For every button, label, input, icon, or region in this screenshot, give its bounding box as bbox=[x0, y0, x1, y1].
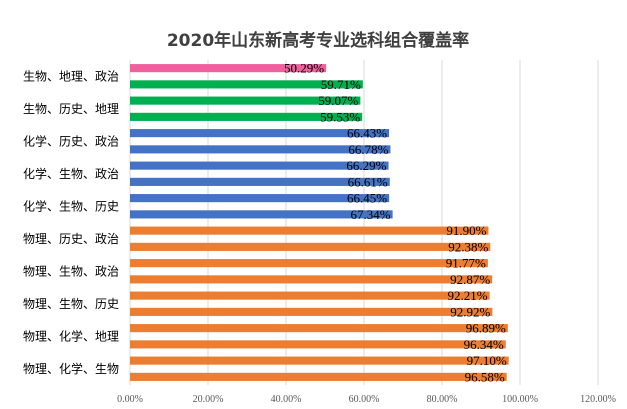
data-label: 92.92% bbox=[450, 304, 490, 319]
x-tick-label: 80.00% bbox=[427, 394, 458, 405]
category-label: 化学、生物、历史 bbox=[23, 198, 119, 213]
category-label: 物理、历史、政治 bbox=[23, 232, 119, 246]
data-label: 96.89% bbox=[466, 321, 506, 336]
x-tick-label: 40.00% bbox=[271, 394, 302, 405]
x-tick-label: 60.00% bbox=[349, 394, 380, 405]
category-label: 物理、生物、历史 bbox=[23, 297, 119, 311]
data-label: 91.77% bbox=[446, 256, 486, 271]
bar bbox=[130, 96, 361, 105]
category-label: 物理、化学、生物 bbox=[23, 361, 119, 376]
category-label: 生物、地理、政治 bbox=[23, 69, 119, 83]
bar bbox=[130, 80, 363, 89]
x-tick-label: 120.00% bbox=[580, 394, 616, 405]
bars bbox=[130, 64, 509, 381]
data-label: 96.34% bbox=[464, 337, 504, 352]
data-labels: 50.29%59.71%59.07%59.53% 66.43%66.78%66.2… bbox=[284, 61, 507, 385]
gridlines bbox=[129, 60, 599, 385]
bar bbox=[130, 145, 391, 154]
bar bbox=[130, 194, 390, 203]
bar bbox=[130, 259, 488, 268]
data-label: 66.29% bbox=[346, 158, 386, 173]
data-label: 66.61% bbox=[348, 174, 388, 189]
data-label: 92.21% bbox=[448, 288, 488, 303]
data-label: 92.38% bbox=[448, 239, 488, 254]
bar bbox=[130, 226, 489, 235]
x-tick-label: 100.00% bbox=[502, 394, 538, 405]
data-label: 67.34% bbox=[351, 207, 391, 222]
bar bbox=[130, 307, 493, 316]
bar bbox=[130, 372, 507, 381]
category-label: 化学、历史、政治 bbox=[23, 133, 119, 148]
bar bbox=[130, 210, 393, 219]
data-label: 96.58% bbox=[465, 369, 505, 384]
data-label: 91.90% bbox=[446, 223, 486, 238]
category-labels: 生物、地理、政治生物、历史、地理化学、历史、政治化学、生物、政治化学、生物、历史… bbox=[23, 69, 119, 376]
bar bbox=[130, 324, 508, 333]
bar bbox=[130, 242, 491, 251]
bar bbox=[130, 112, 363, 121]
bar bbox=[130, 129, 390, 138]
category-label: 生物、历史、地理 bbox=[23, 102, 119, 116]
bar bbox=[130, 340, 506, 349]
category-label: 化学、生物、政治 bbox=[23, 166, 119, 181]
x-axis-ticks: 0.00% 20.00% 40.00% 60.00% 80.00% 100.00% 120.… bbox=[117, 394, 616, 405]
category-label: 物理、生物、政治 bbox=[23, 264, 119, 278]
bar bbox=[130, 64, 327, 73]
x-tick-label: 0.00% bbox=[117, 394, 143, 405]
category-label: 物理、化学、地理 bbox=[23, 328, 119, 343]
data-label: 66.43% bbox=[347, 126, 387, 141]
data-label: 97.10% bbox=[467, 353, 507, 368]
data-label: 59.07% bbox=[318, 93, 358, 108]
data-label: 59.53% bbox=[320, 109, 360, 124]
chart-title: 2020年山东新高考专业选科组合覆盖率 bbox=[167, 30, 469, 51]
data-label: 92.87% bbox=[450, 272, 490, 287]
data-label: 66.78% bbox=[348, 142, 388, 157]
x-tick-label: 20.00% bbox=[193, 394, 224, 405]
bar bbox=[130, 177, 390, 186]
data-label: 50.29% bbox=[284, 61, 324, 76]
bar bbox=[130, 161, 389, 170]
data-label: 59.71% bbox=[321, 77, 361, 92]
bar bbox=[130, 356, 509, 365]
bar bbox=[130, 275, 493, 284]
bar bbox=[130, 291, 490, 300]
data-label: 66.45% bbox=[347, 191, 387, 206]
